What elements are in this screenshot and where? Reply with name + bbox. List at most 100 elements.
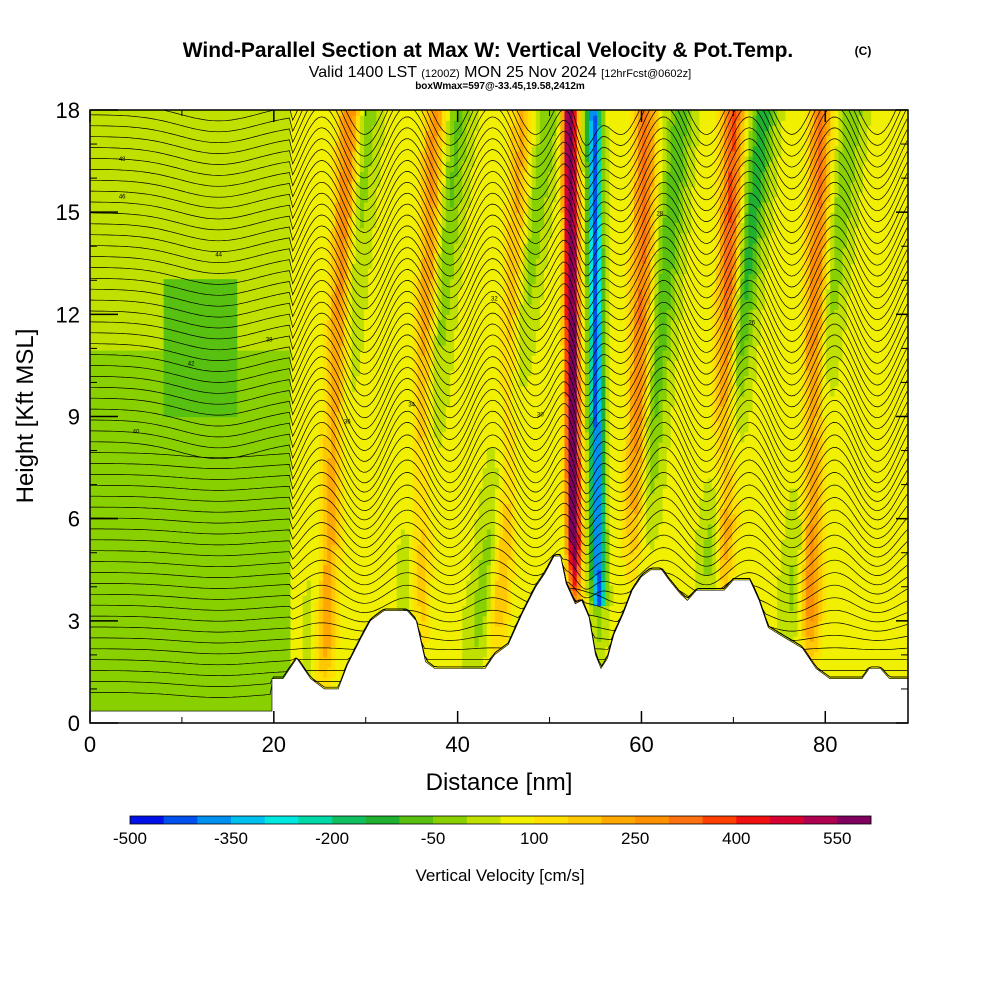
velocity-cell bbox=[323, 380, 328, 387]
velocity-cell bbox=[826, 263, 831, 269]
velocity-cell bbox=[474, 528, 488, 535]
velocity-cell bbox=[584, 278, 590, 285]
velocity-cell bbox=[801, 396, 807, 402]
velocity-cell bbox=[633, 442, 639, 448]
velocity-cell bbox=[605, 207, 611, 213]
velocity-cell bbox=[748, 360, 758, 367]
velocity-cell bbox=[740, 508, 786, 515]
velocity-cell bbox=[576, 263, 582, 269]
velocity-cell bbox=[642, 212, 647, 218]
velocity-cell bbox=[605, 574, 611, 581]
velocity-cell bbox=[503, 232, 508, 239]
velocity-cell bbox=[499, 528, 504, 535]
velocity-cell bbox=[601, 217, 606, 223]
velocity-cell bbox=[511, 390, 561, 397]
velocity-cell bbox=[490, 631, 508, 637]
velocity-cell bbox=[396, 600, 410, 607]
velocity-cell bbox=[601, 212, 606, 218]
velocity-cell bbox=[723, 488, 733, 494]
velocity-cell bbox=[314, 636, 320, 642]
velocity-cell bbox=[593, 380, 598, 387]
velocity-cell bbox=[609, 533, 623, 540]
velocity-cell bbox=[658, 232, 664, 239]
velocity-cell bbox=[609, 278, 627, 285]
velocity-cell bbox=[494, 585, 508, 591]
velocity-cell bbox=[662, 227, 676, 234]
velocity-cell bbox=[560, 503, 566, 510]
velocity-cell bbox=[801, 324, 807, 331]
velocity-cell bbox=[335, 523, 341, 530]
velocity-cell bbox=[818, 360, 823, 367]
velocity-cell bbox=[629, 431, 635, 438]
velocity-cell bbox=[364, 212, 377, 218]
velocity-cell bbox=[441, 247, 455, 254]
velocity-cell bbox=[605, 350, 611, 356]
velocity-cell bbox=[822, 314, 827, 321]
velocity-cell bbox=[593, 304, 598, 310]
velocity-cell bbox=[658, 237, 664, 244]
velocity-cell bbox=[588, 380, 594, 387]
velocity-cell bbox=[564, 324, 570, 331]
velocity-cell bbox=[719, 263, 725, 269]
velocity-cell bbox=[588, 518, 594, 525]
velocity-cell bbox=[805, 513, 811, 520]
velocity-cell bbox=[425, 329, 431, 336]
velocity-cell bbox=[588, 232, 594, 239]
velocity-cell bbox=[576, 411, 582, 418]
velocity-cell bbox=[728, 360, 733, 367]
velocity-cell bbox=[805, 411, 811, 418]
velocity-cell bbox=[740, 201, 745, 208]
velocity-cell bbox=[695, 564, 705, 571]
velocity-cell bbox=[609, 559, 627, 566]
velocity-cell bbox=[695, 528, 709, 535]
velocity-cell bbox=[429, 426, 435, 433]
velocity-cell bbox=[809, 288, 819, 295]
velocity-cell bbox=[813, 426, 823, 433]
velocity-cell bbox=[646, 396, 651, 402]
velocity-cell bbox=[601, 610, 611, 617]
velocity-cell bbox=[347, 232, 353, 239]
velocity-cell bbox=[331, 549, 336, 556]
velocity-cell bbox=[323, 498, 328, 504]
velocity-cell bbox=[662, 421, 672, 428]
velocity-cell bbox=[429, 579, 467, 586]
velocity-cell bbox=[625, 288, 631, 295]
velocity-cell bbox=[732, 426, 737, 433]
velocity-cell bbox=[781, 564, 790, 571]
velocity-cell bbox=[609, 498, 623, 504]
velocity-cell bbox=[605, 406, 611, 412]
velocity-cell bbox=[719, 477, 725, 484]
velocity-cell bbox=[826, 217, 831, 223]
velocity-cell bbox=[719, 385, 729, 392]
velocity-cell bbox=[797, 549, 803, 556]
velocity-cell bbox=[560, 370, 566, 377]
velocity-cell bbox=[237, 299, 292, 305]
velocity-cell bbox=[625, 278, 631, 285]
velocity-cell bbox=[580, 278, 586, 285]
velocity-cell bbox=[674, 293, 684, 300]
velocity-cell bbox=[343, 426, 414, 433]
velocity-cell bbox=[805, 631, 815, 637]
velocity-cell bbox=[343, 549, 398, 556]
velocity-cell bbox=[813, 559, 819, 566]
velocity-cell bbox=[425, 222, 435, 229]
velocity-cell bbox=[437, 247, 443, 254]
velocity-cell bbox=[597, 222, 602, 229]
velocity-cell bbox=[752, 242, 758, 249]
velocity-cell bbox=[429, 278, 435, 285]
velocity-cell bbox=[744, 217, 750, 223]
velocity-cell bbox=[826, 416, 908, 423]
velocity-cell bbox=[801, 344, 807, 351]
velocity-cell bbox=[474, 631, 484, 637]
velocity-cell bbox=[715, 513, 721, 520]
velocity-cell bbox=[319, 544, 324, 550]
velocity-cell bbox=[290, 329, 324, 336]
velocity-cell bbox=[842, 350, 908, 356]
velocity-cell bbox=[670, 426, 713, 433]
velocity-cell bbox=[90, 687, 292, 693]
velocity-cell bbox=[826, 477, 908, 484]
velocity-cell bbox=[793, 590, 799, 596]
velocity-cell bbox=[609, 421, 627, 428]
velocity-cell bbox=[499, 513, 504, 520]
velocity-cell bbox=[449, 309, 459, 315]
